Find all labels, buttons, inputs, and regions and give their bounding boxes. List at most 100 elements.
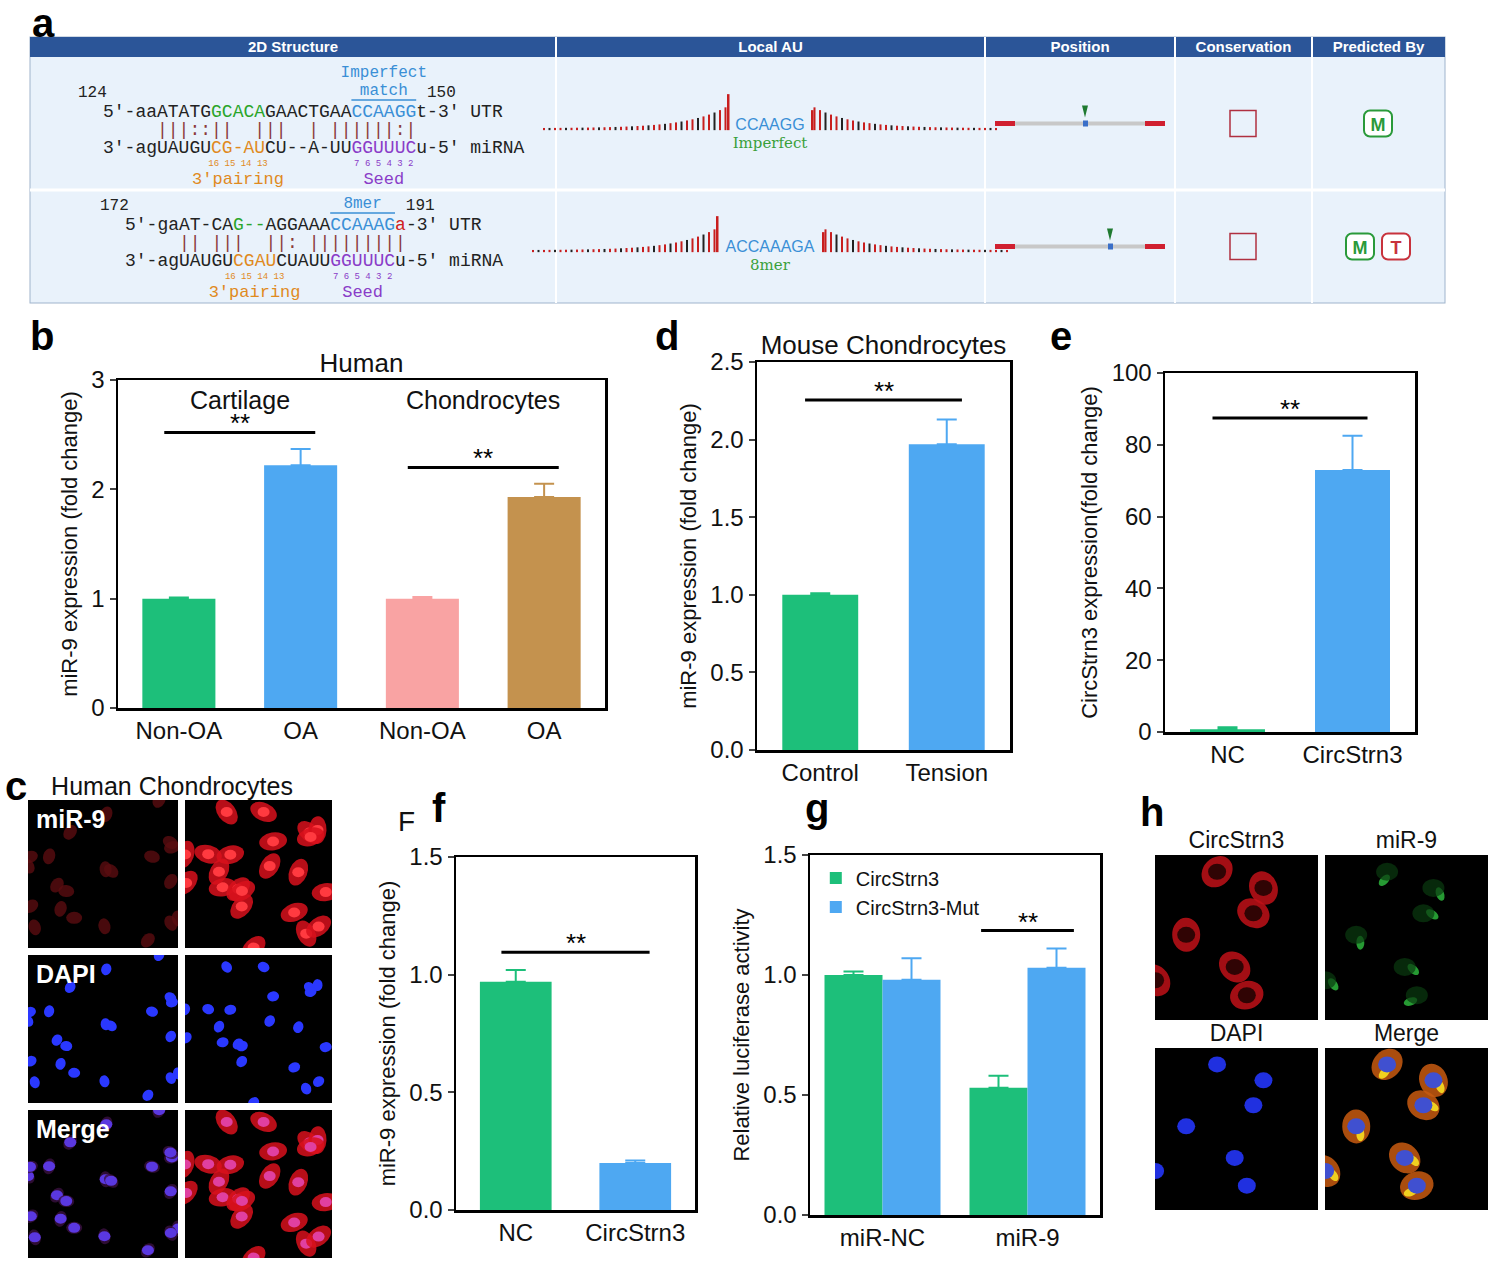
svg-text:M: M bbox=[1353, 238, 1368, 258]
svg-text:3'pairing: 3'pairing bbox=[192, 170, 284, 189]
html-text:h: h bbox=[1140, 790, 1165, 834]
svg-text:miR-9 expression (fold change): miR-9 expression (fold change) bbox=[676, 403, 701, 709]
svg-text:3'-agUAUGUCG-AUCU--A-UUGGUUUCu: 3'-agUAUGUCG-AUCU--A-UUGGUUUCu-5' miRNA bbox=[103, 138, 524, 158]
svg-text:Human Chondrocytes: Human Chondrocytes bbox=[51, 772, 293, 800]
svg-text:M: M bbox=[1371, 115, 1386, 135]
svg-text:5'-aaATATGGCACAGAACTGAACCAAGGt: 5'-aaATATGGCACAGAACTGAACCAAGGt-3' UTR bbox=[103, 102, 503, 122]
svg-text:3: 3 bbox=[91, 366, 104, 393]
svg-text:NC: NC bbox=[498, 1219, 533, 1246]
svg-text:miR-NC: miR-NC bbox=[840, 1224, 925, 1251]
svg-text:|||::|| ||| | ||||||:|: |||::|| ||| | ||||||:| bbox=[103, 120, 416, 140]
html-text:a: a bbox=[32, 1, 55, 45]
svg-text:3'-agUAUGUCGAUCUAUUGGUUUCu-5': 3'-agUAUGUCGAUCUAUUGGUUUCu-5' miRNA bbox=[125, 251, 503, 271]
svg-text:40: 40 bbox=[1125, 575, 1152, 602]
svg-text:150: 150 bbox=[427, 84, 456, 102]
svg-text:0: 0 bbox=[91, 694, 104, 721]
html-text:d: d bbox=[655, 314, 680, 358]
svg-text:DAPI: DAPI bbox=[1210, 1020, 1264, 1046]
svg-text:Non-OA: Non-OA bbox=[136, 717, 223, 744]
svg-text:Local AU: Local AU bbox=[738, 38, 802, 55]
svg-text:CircStrn3: CircStrn3 bbox=[1302, 741, 1402, 768]
svg-text:0.5: 0.5 bbox=[763, 1081, 796, 1108]
svg-text:CircStrn3: CircStrn3 bbox=[585, 1219, 685, 1246]
svg-text:8mer: 8mer bbox=[750, 256, 791, 274]
svg-text:3'pairing: 3'pairing bbox=[209, 283, 301, 302]
svg-text:16 15 14 13: 16 15 14 13 bbox=[208, 159, 267, 169]
svg-text:16 15 14 13: 16 15 14 13 bbox=[225, 272, 284, 282]
svg-text:0.5: 0.5 bbox=[409, 1079, 442, 1106]
svg-text:miR-9: miR-9 bbox=[996, 1224, 1060, 1251]
svg-text:Position: Position bbox=[1050, 38, 1109, 55]
svg-text:Conservation: Conservation bbox=[1196, 38, 1292, 55]
svg-text:**: ** bbox=[473, 443, 493, 473]
svg-text:1.0: 1.0 bbox=[710, 581, 743, 608]
svg-text:Cartilage: Cartilage bbox=[190, 386, 290, 414]
svg-text:miR-9 expression (fold change): miR-9 expression (fold change) bbox=[375, 881, 400, 1187]
svg-text:1.5: 1.5 bbox=[710, 504, 743, 531]
svg-text:Non-OA: Non-OA bbox=[379, 717, 466, 744]
svg-text:20: 20 bbox=[1125, 647, 1152, 674]
svg-text:0: 0 bbox=[1138, 718, 1151, 745]
svg-text:CircStrn3-Mut: CircStrn3-Mut bbox=[856, 897, 980, 919]
svg-text:2: 2 bbox=[91, 476, 104, 503]
svg-text:5'-gaAT-CAG--AGGAAACCAAAGa-3': 5'-gaAT-CAG--AGGAAACCAAAGa-3' UTR bbox=[125, 215, 482, 235]
html-text:g: g bbox=[805, 786, 830, 830]
svg-text:|| ||| ||: |||||||||: || ||| ||: ||||||||| bbox=[125, 233, 406, 253]
svg-text:**: ** bbox=[1018, 907, 1038, 937]
svg-text:7 6 5 4 3 2: 7 6 5 4 3 2 bbox=[354, 159, 413, 169]
svg-text:**: ** bbox=[230, 408, 250, 438]
svg-text:1.5: 1.5 bbox=[409, 843, 442, 870]
svg-text:8mer: 8mer bbox=[343, 195, 381, 213]
svg-text:80: 80 bbox=[1125, 431, 1152, 458]
svg-text:Imperfect: Imperfect bbox=[733, 134, 808, 152]
svg-text:CircStrn3 expression(fold chan: CircStrn3 expression(fold change) bbox=[1077, 386, 1102, 719]
svg-text:60: 60 bbox=[1125, 503, 1152, 530]
svg-text:Tension: Tension bbox=[905, 759, 988, 786]
svg-text:100: 100 bbox=[1112, 359, 1152, 386]
svg-text:DAPI: DAPI bbox=[36, 960, 96, 988]
svg-text:0.0: 0.0 bbox=[710, 736, 743, 763]
svg-text:Merge: Merge bbox=[36, 1115, 110, 1143]
svg-text:miR-9: miR-9 bbox=[36, 805, 105, 833]
svg-text:F: F bbox=[398, 806, 415, 837]
svg-text:Relative luciferase activity: Relative luciferase activity bbox=[729, 908, 754, 1161]
svg-text:miR-9 expression (fold change): miR-9 expression (fold change) bbox=[57, 391, 82, 697]
svg-text:Chondrocytes: Chondrocytes bbox=[406, 386, 560, 414]
svg-text:2D Structure: 2D Structure bbox=[248, 38, 338, 55]
svg-text:172: 172 bbox=[100, 197, 129, 215]
svg-text:2.0: 2.0 bbox=[710, 426, 743, 453]
svg-text:**: ** bbox=[874, 376, 894, 406]
html-text:b: b bbox=[30, 314, 55, 358]
svg-text:2.5: 2.5 bbox=[710, 348, 743, 375]
svg-text:1: 1 bbox=[91, 585, 104, 612]
svg-text:Seed: Seed bbox=[363, 170, 404, 189]
svg-text:NC: NC bbox=[1210, 741, 1245, 768]
svg-text:T: T bbox=[1391, 238, 1402, 258]
svg-text:Merge: Merge bbox=[1374, 1020, 1439, 1046]
svg-text:0.5: 0.5 bbox=[710, 659, 743, 686]
svg-text:191: 191 bbox=[406, 197, 435, 215]
svg-text:Imperfect: Imperfect bbox=[341, 64, 427, 82]
svg-text:OA: OA bbox=[527, 717, 562, 744]
svg-text:0.0: 0.0 bbox=[763, 1201, 796, 1228]
svg-text:OA: OA bbox=[283, 717, 318, 744]
svg-text:Human: Human bbox=[320, 348, 404, 378]
svg-text:CCAAGG: CCAAGG bbox=[735, 116, 804, 133]
svg-text:124: 124 bbox=[78, 84, 107, 102]
svg-text:CircStrn3: CircStrn3 bbox=[1189, 827, 1285, 853]
svg-text:1.0: 1.0 bbox=[409, 961, 442, 988]
svg-text:Control: Control bbox=[782, 759, 859, 786]
svg-text:1.0: 1.0 bbox=[763, 961, 796, 988]
svg-text:match: match bbox=[360, 82, 408, 100]
svg-text:miR-9: miR-9 bbox=[1376, 827, 1437, 853]
svg-text:Mouse Chondrocytes: Mouse Chondrocytes bbox=[761, 330, 1007, 360]
svg-text:**: ** bbox=[566, 928, 586, 958]
svg-text:0.0: 0.0 bbox=[409, 1196, 442, 1223]
svg-text:**: ** bbox=[1280, 394, 1300, 424]
svg-text:Seed: Seed bbox=[342, 283, 383, 302]
svg-text:Predicted By: Predicted By bbox=[1333, 38, 1425, 55]
svg-text:1.5: 1.5 bbox=[763, 841, 796, 868]
svg-text:CircStrn3: CircStrn3 bbox=[856, 868, 939, 890]
svg-text:7 6 5 4 3 2: 7 6 5 4 3 2 bbox=[333, 272, 392, 282]
svg-text:ACCAAAGA: ACCAAAGA bbox=[726, 238, 815, 255]
